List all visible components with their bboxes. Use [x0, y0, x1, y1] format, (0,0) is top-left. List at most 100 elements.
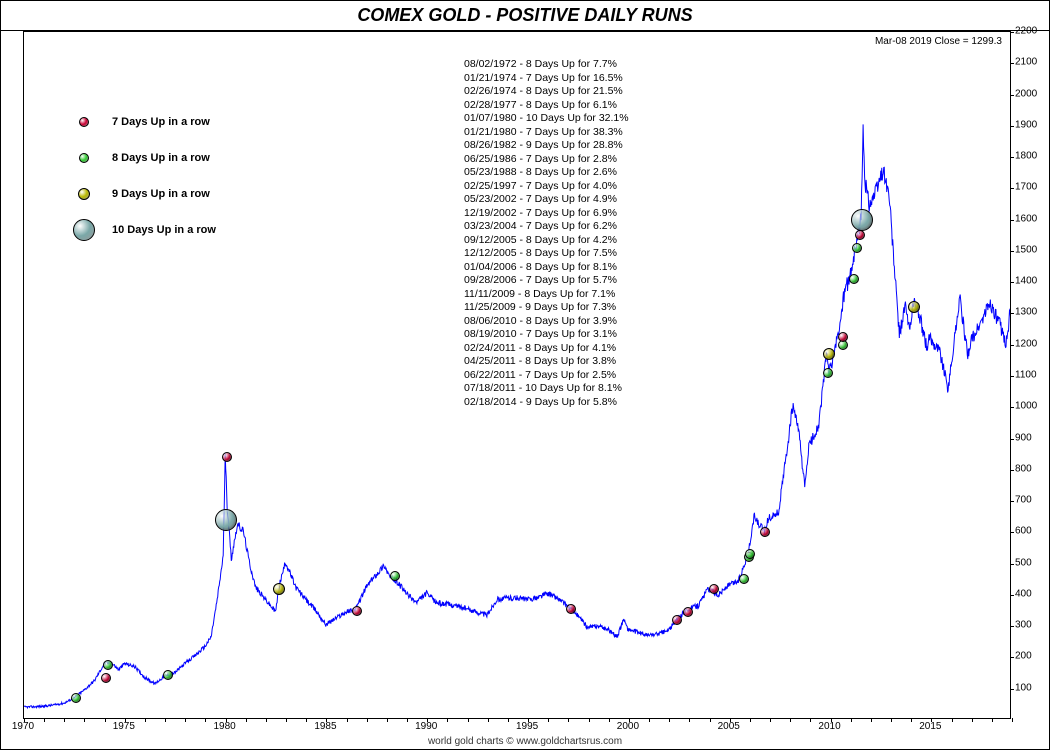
annotation-line: 01/21/1974 - 7 Days Up for 16.5%	[464, 72, 629, 86]
y-tick-label: 1500	[1015, 244, 1047, 255]
annotation-line: 06/25/1986 - 7 Days Up for 2.8%	[464, 153, 629, 167]
y-tick-label: 1000	[1015, 401, 1047, 412]
y-tick-label: 1800	[1015, 151, 1047, 162]
event-marker	[908, 301, 920, 313]
y-tick-label: 1100	[1015, 370, 1047, 381]
annotation-line: 04/25/2011 - 8 Days Up for 3.8%	[464, 355, 629, 369]
x-tick-label: 2000	[617, 721, 639, 732]
y-tick-label: 2200	[1015, 26, 1047, 37]
x-tick-label: 2015	[919, 721, 941, 732]
legend-marker-dot	[78, 188, 90, 200]
annotation-line: 02/24/2011 - 8 Days Up for 4.1%	[464, 342, 629, 356]
x-tick-label: 2005	[718, 721, 740, 732]
x-tick-label: 2010	[818, 721, 840, 732]
annotation-line: 02/18/2014 - 9 Days Up for 5.8%	[464, 396, 629, 410]
y-tick-label: 800	[1015, 463, 1047, 474]
y-tick-label: 600	[1015, 526, 1047, 537]
annotation-line: 05/23/1988 - 8 Days Up for 2.6%	[464, 166, 629, 180]
event-marker	[823, 368, 833, 378]
event-marker	[273, 583, 285, 595]
y-tick-label: 1700	[1015, 182, 1047, 193]
annotation-line: 01/07/1980 - 10 Days Up for 32.1%	[464, 112, 629, 126]
annotation-line: 08/19/2010 - 7 Days Up for 3.1%	[464, 328, 629, 342]
event-marker	[566, 604, 576, 614]
y-axis: 100 200 300 400 500 600 700 800 900 1000 1100 1200 1…	[1013, 31, 1047, 719]
event-marker	[683, 607, 693, 617]
annotation-line: 02/25/1997 - 7 Days Up for 4.0%	[464, 180, 629, 194]
event-marker	[855, 230, 865, 240]
y-tick-label: 2000	[1015, 88, 1047, 99]
event-marker	[852, 243, 862, 253]
legend-row: 10 Days Up in a row	[64, 220, 216, 240]
annotation-line: 09/12/2005 - 8 Days Up for 4.2%	[464, 234, 629, 248]
legend-marker-dot	[79, 117, 89, 127]
legend-row: 9 Days Up in a row	[64, 184, 216, 204]
annotation-line: 08/26/1982 - 9 Days Up for 28.8%	[464, 139, 629, 153]
event-marker	[101, 673, 111, 683]
event-marker	[672, 615, 682, 625]
annotation-line: 12/19/2002 - 7 Days Up for 6.9%	[464, 207, 629, 221]
annotation-line: 08/02/1972 - 8 Days Up for 7.7%	[464, 58, 629, 72]
annotation-line: 02/28/1977 - 8 Days Up for 6.1%	[464, 99, 629, 113]
legend-marker-dot	[73, 219, 95, 241]
event-marker	[352, 606, 362, 616]
annotation-line: 06/22/2011 - 7 Days Up for 2.5%	[464, 369, 629, 383]
y-tick-label: 300	[1015, 620, 1047, 631]
event-marker	[215, 509, 237, 531]
legend-row: 7 Days Up in a row	[64, 112, 216, 132]
event-marker	[390, 571, 400, 581]
event-marker	[823, 348, 835, 360]
x-tick-label: 1980	[214, 721, 236, 732]
legend-label: 7 Days Up in a row	[112, 116, 210, 128]
x-tick-label: 1970	[12, 721, 34, 732]
y-tick-label: 1600	[1015, 213, 1047, 224]
event-marker	[739, 574, 749, 584]
y-tick-label: 700	[1015, 495, 1047, 506]
y-tick-label: 1400	[1015, 276, 1047, 287]
annotation-line: 11/25/2009 - 9 Days Up for 7.3%	[464, 301, 629, 315]
y-tick-label: 1200	[1015, 338, 1047, 349]
chart-title: COMEX GOLD - POSITIVE DAILY RUNS	[1, 1, 1049, 31]
legend-label: 8 Days Up in a row	[112, 152, 210, 164]
event-marker	[163, 670, 173, 680]
event-marker	[745, 549, 755, 559]
x-axis: 1970197519801985199019952000200520102015	[23, 721, 1011, 735]
legend-row: 8 Days Up in a row	[64, 148, 216, 168]
annotation-line: 11/11/2009 - 8 Days Up for 7.1%	[464, 288, 629, 302]
annotations-list: 08/02/1972 - 8 Days Up for 7.7%01/21/197…	[464, 58, 629, 409]
x-tick-label: 1985	[314, 721, 336, 732]
y-tick-label: 1300	[1015, 307, 1047, 318]
event-marker	[71, 693, 81, 703]
x-tick-label: 1995	[516, 721, 538, 732]
chart-container: COMEX GOLD - POSITIVE DAILY RUNS Mar-08 …	[0, 0, 1050, 750]
event-marker	[838, 332, 848, 342]
event-marker	[851, 209, 873, 231]
y-tick-label: 2100	[1015, 57, 1047, 68]
plot-area: Mar-08 2019 Close = 1299.3 7 Days Up in …	[23, 31, 1011, 719]
y-tick-label: 100	[1015, 682, 1047, 693]
legend-label: 9 Days Up in a row	[112, 188, 210, 200]
annotation-line: 05/23/2002 - 7 Days Up for 4.9%	[464, 193, 629, 207]
legend: 7 Days Up in a row 8 Days Up in a row 9 Da…	[64, 112, 216, 256]
annotation-line: 02/26/1974 - 8 Days Up for 21.5%	[464, 85, 629, 99]
annotation-line: 08/06/2010 - 8 Days Up for 3.9%	[464, 315, 629, 329]
y-tick-label: 200	[1015, 651, 1047, 662]
annotation-line: 07/18/2011 - 10 Days Up for 8.1%	[464, 382, 629, 396]
annotation-line: 01/21/1980 - 7 Days Up for 38.3%	[464, 126, 629, 140]
annotation-line: 03/23/2004 - 7 Days Up for 6.2%	[464, 220, 629, 234]
annotation-line: 12/12/2005 - 8 Days Up for 7.5%	[464, 247, 629, 261]
y-tick-label: 1900	[1015, 119, 1047, 130]
legend-label: 10 Days Up in a row	[112, 224, 216, 236]
event-marker	[709, 584, 719, 594]
y-tick-label: 900	[1015, 432, 1047, 443]
event-marker	[849, 274, 859, 284]
y-tick-label: 400	[1015, 588, 1047, 599]
y-tick-label: 500	[1015, 557, 1047, 568]
x-tick-label: 1975	[113, 721, 135, 732]
event-marker	[103, 660, 113, 670]
event-marker	[760, 527, 770, 537]
footer-text: world gold charts © www.goldchartsrus.co…	[1, 736, 1049, 747]
event-marker	[222, 452, 232, 462]
annotation-line: 09/28/2006 - 7 Days Up for 5.7%	[464, 274, 629, 288]
annotation-line: 01/04/2006 - 8 Days Up for 8.1%	[464, 261, 629, 275]
